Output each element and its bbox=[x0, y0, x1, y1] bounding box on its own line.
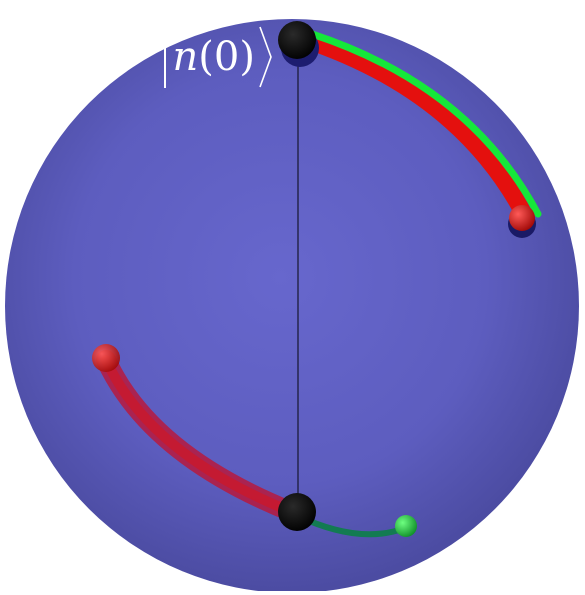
lower-red-path bbox=[96, 350, 302, 522]
ket-label: n (0) bbox=[164, 12, 273, 102]
lower-start-red-marker bbox=[92, 344, 120, 372]
bottom-black-marker bbox=[278, 493, 316, 531]
lower-red-path-highlight bbox=[101, 355, 297, 517]
top-black-marker bbox=[278, 21, 316, 59]
upper-end-red-marker bbox=[509, 205, 535, 231]
right-angle-bracket-icon bbox=[259, 26, 272, 88]
ket-symbol: n bbox=[172, 34, 199, 80]
bloch-sphere bbox=[5, 19, 579, 593]
vertical-bar-icon bbox=[164, 26, 166, 88]
lower-end-green-marker bbox=[395, 515, 417, 537]
ket-argument: (0) bbox=[198, 34, 255, 80]
upper-green-path bbox=[308, 30, 542, 218]
upper-red-path bbox=[291, 29, 535, 227]
